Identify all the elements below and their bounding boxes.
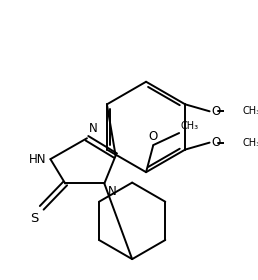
Text: CH₃: CH₃ <box>243 137 258 148</box>
Text: N: N <box>108 185 117 198</box>
Text: O: O <box>148 130 158 143</box>
Text: N: N <box>89 122 98 135</box>
Text: HN: HN <box>29 153 46 166</box>
Text: O: O <box>211 105 221 118</box>
Text: CH₃: CH₃ <box>243 106 258 116</box>
Text: CH₃: CH₃ <box>181 121 199 131</box>
Text: S: S <box>30 212 38 225</box>
Text: O: O <box>211 136 221 149</box>
